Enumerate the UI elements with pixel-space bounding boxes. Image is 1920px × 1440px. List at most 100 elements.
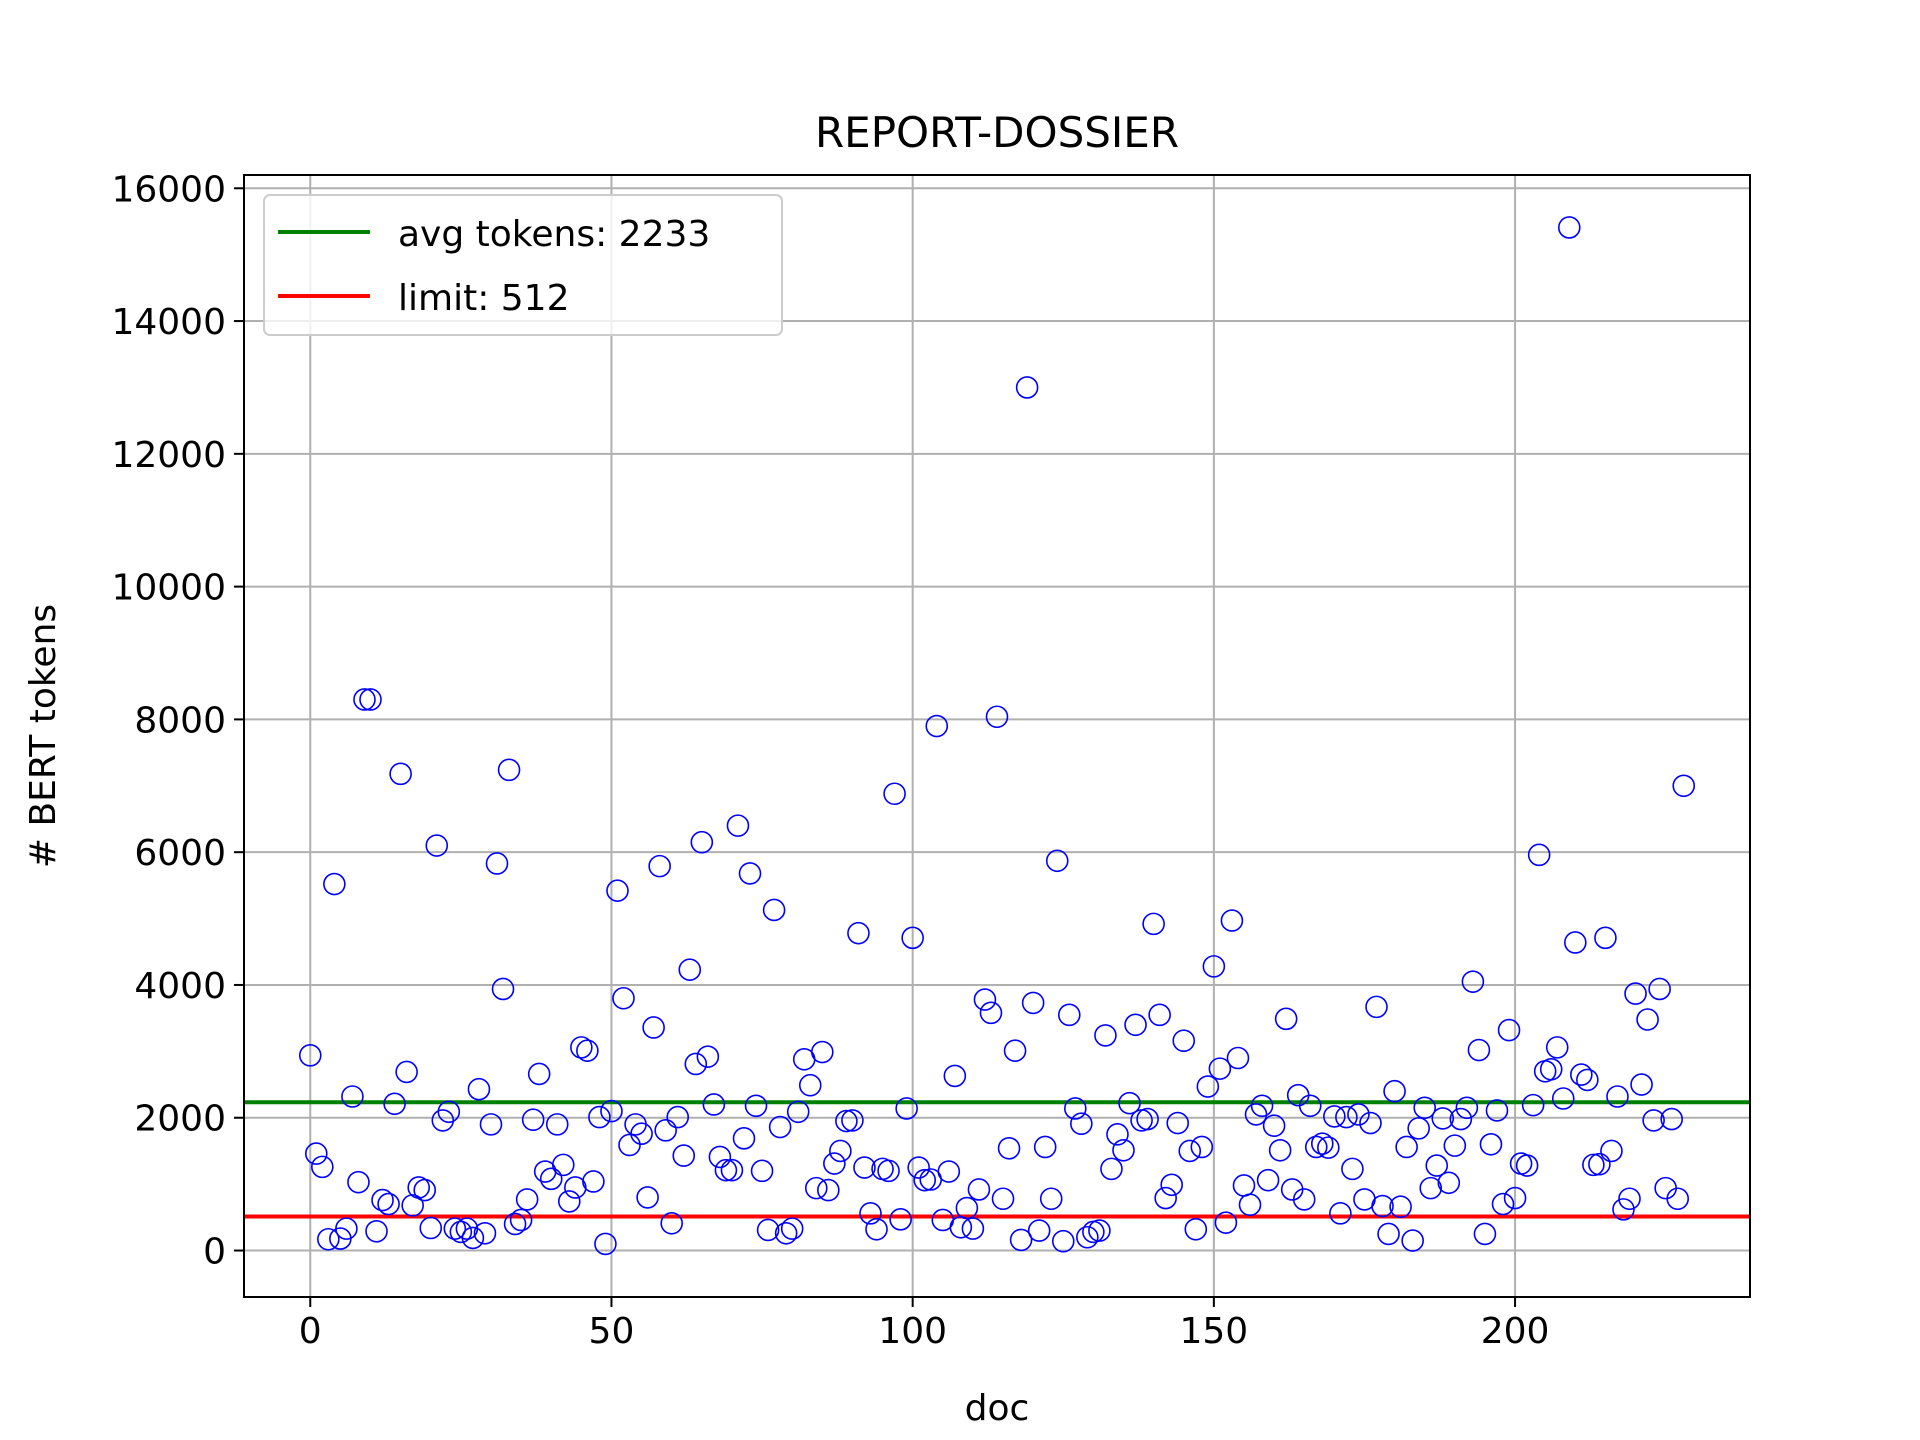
data-point [425, 834, 449, 857]
data-point [1431, 1107, 1455, 1130]
data-point [1485, 1099, 1509, 1122]
data-point [702, 1093, 726, 1116]
data-point [955, 1196, 979, 1220]
data-point [768, 1115, 792, 1139]
data-point [395, 1060, 418, 1084]
data-point [1503, 1186, 1527, 1210]
data-point [1045, 849, 1069, 873]
data-point [1329, 1202, 1352, 1225]
data-point [377, 1192, 400, 1216]
data-point [1057, 1003, 1081, 1027]
data-point [1515, 1154, 1539, 1177]
data-point [1106, 1123, 1129, 1146]
data-point [666, 1105, 690, 1129]
data-point [1624, 982, 1647, 1005]
data-point [371, 1188, 394, 1212]
data-point [1443, 1134, 1467, 1157]
data-point [359, 688, 382, 711]
data-point [443, 1217, 467, 1240]
data-point [1274, 1007, 1298, 1031]
data-point [1521, 1093, 1545, 1117]
data-point [1527, 843, 1551, 867]
data-point [485, 852, 509, 875]
data-point [1323, 1105, 1346, 1128]
data-point [1051, 1229, 1075, 1253]
data-point [1479, 1133, 1503, 1156]
data-point [1142, 912, 1165, 936]
data-point [1292, 1188, 1316, 1211]
data-point [1539, 1057, 1563, 1081]
data-point [961, 1217, 985, 1240]
data-point [612, 986, 635, 1010]
data-point [401, 1194, 424, 1217]
data-point [1262, 1114, 1286, 1138]
data-point [317, 1227, 340, 1251]
data-point [786, 1100, 810, 1124]
legend-label-limit: limit: 512 [398, 278, 569, 319]
data-point [1648, 977, 1671, 1001]
data-point [304, 1142, 328, 1165]
data-point [1094, 1024, 1117, 1047]
data-point [1202, 955, 1226, 978]
data-point [1395, 1135, 1418, 1159]
data-point [1166, 1111, 1190, 1135]
data-point [1009, 1228, 1033, 1252]
data-point [720, 1158, 744, 1182]
data-point [943, 1064, 967, 1088]
data-point [648, 854, 671, 878]
data-point [1190, 1135, 1214, 1159]
data-point [1401, 1229, 1424, 1252]
data-point [515, 1188, 539, 1211]
data-point [473, 1221, 497, 1245]
data-point [1298, 1094, 1322, 1118]
data-point [1250, 1094, 1274, 1118]
data-point [323, 872, 346, 896]
data-point [967, 1178, 991, 1201]
data-point [1214, 1211, 1238, 1234]
y-axis-ticks: 0 2000 4000 6000 8000 10000 12000 14000 16000 [111, 169, 244, 1273]
data-point [521, 1108, 545, 1132]
x-axis-ticks: 0 50 100 150 200 [299, 1297, 1550, 1352]
y-tick-label: 4000 [134, 966, 226, 1007]
data-point [907, 1156, 930, 1179]
data-point [1383, 1079, 1406, 1103]
x-tick-label: 200 [1481, 1311, 1550, 1352]
data-point [437, 1100, 461, 1124]
data-point [1124, 1013, 1147, 1037]
data-point [1467, 1038, 1491, 1062]
data-point [1359, 1111, 1382, 1135]
y-tick-label: 2000 [134, 1099, 226, 1140]
data-point [1347, 1103, 1370, 1126]
data-point [1407, 1117, 1430, 1140]
data-point [780, 1217, 804, 1240]
data-point [672, 1144, 696, 1167]
data-point [564, 1176, 587, 1199]
data-point [1389, 1195, 1412, 1219]
data-point [1564, 931, 1587, 954]
chart-title: REPORT-DOSSIER [815, 108, 1179, 157]
data-point [732, 1127, 756, 1150]
data-point [991, 1187, 1015, 1211]
data-point [1576, 1068, 1599, 1092]
data-point [696, 1045, 720, 1068]
data-point [762, 898, 786, 922]
data-point [1317, 1136, 1340, 1159]
data-point [1618, 1187, 1641, 1211]
data-point [545, 1113, 569, 1136]
data-point [750, 1159, 774, 1183]
data-point [1088, 1219, 1111, 1242]
reference-lines [244, 1100, 1750, 1219]
data-point [1491, 1192, 1515, 1216]
data-point [1612, 1198, 1635, 1221]
data-point [1238, 1193, 1262, 1217]
data-point [630, 1122, 653, 1145]
data-point [1497, 1018, 1521, 1042]
data-point [1371, 1194, 1394, 1218]
data-point [744, 1094, 768, 1118]
data-point [985, 705, 1009, 729]
data-point [678, 958, 702, 981]
data-point [576, 1039, 599, 1062]
data-point [461, 1226, 485, 1250]
data-point [1377, 1222, 1400, 1246]
